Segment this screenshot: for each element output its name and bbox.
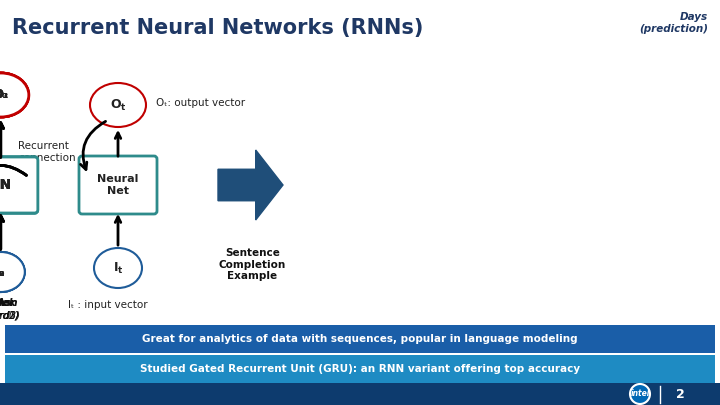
FancyBboxPatch shape [0, 157, 38, 213]
FancyBboxPatch shape [79, 156, 157, 214]
Text: (word2): (word2) [0, 310, 19, 320]
Text: Sentence
Completion
Example: Sentence Completion Example [219, 248, 286, 281]
Text: Great for analytics of data with sequences, popular in language modeling: Great for analytics of data with sequenc… [142, 334, 578, 344]
Ellipse shape [94, 248, 142, 288]
FancyBboxPatch shape [0, 383, 720, 405]
Text: NN: NN [0, 178, 12, 192]
Ellipse shape [0, 252, 24, 292]
Text: O₁: O₁ [0, 89, 8, 102]
Text: Recurrent
connection: Recurrent connection [18, 141, 76, 163]
Ellipse shape [0, 73, 29, 117]
FancyArrowPatch shape [0, 165, 27, 175]
Text: Iₜ : input vector: Iₜ : input vector [68, 300, 148, 310]
Text: $\mathbf{I_t}$: $\mathbf{I_t}$ [112, 260, 123, 275]
FancyArrow shape [218, 150, 283, 220]
Text: intel: intel [630, 390, 649, 399]
FancyArrowPatch shape [0, 165, 27, 175]
Text: NN: NN [0, 178, 12, 192]
Ellipse shape [0, 73, 29, 117]
Text: NN: NN [0, 178, 12, 192]
Text: I₁: I₁ [0, 266, 5, 279]
Text: Neural
Net: Neural Net [97, 174, 139, 196]
Text: O₃: O₃ [0, 89, 9, 102]
Text: Recurrent Neural Networks (RNNs): Recurrent Neural Networks (RNNs) [12, 18, 423, 38]
Text: $\mathbf{O_t}$: $\mathbf{O_t}$ [109, 98, 127, 113]
Text: Oₜ: output vector: Oₜ: output vector [156, 98, 245, 108]
Text: NN: NN [0, 178, 12, 192]
Text: O₂: O₂ [0, 89, 8, 102]
Ellipse shape [0, 73, 29, 117]
Ellipse shape [0, 73, 29, 117]
FancyArrowPatch shape [0, 165, 26, 175]
Text: (word3): (word3) [0, 310, 20, 320]
Text: Studied Gated Recurrent Unit (GRU): an RNN variant offering top accuracy: Studied Gated Recurrent Unit (GRU): an R… [140, 364, 580, 374]
FancyBboxPatch shape [0, 157, 37, 213]
Text: Seven: Seven [0, 298, 19, 308]
Ellipse shape [0, 252, 24, 292]
Text: I₂: I₂ [0, 266, 6, 279]
Text: (word0): (word0) [0, 310, 19, 320]
Circle shape [630, 384, 650, 404]
Ellipse shape [0, 252, 24, 292]
Ellipse shape [90, 83, 146, 127]
Ellipse shape [0, 252, 24, 292]
Text: O₀: O₀ [0, 89, 8, 102]
FancyBboxPatch shape [0, 157, 37, 213]
Text: 2: 2 [675, 388, 685, 401]
Text: Week: Week [0, 298, 17, 308]
Text: I₃: I₃ [0, 266, 6, 279]
FancyBboxPatch shape [0, 157, 37, 213]
Text: Days
(prediction): Days (prediction) [639, 12, 708, 34]
Text: I₀: I₀ [0, 266, 5, 279]
FancyBboxPatch shape [5, 325, 715, 353]
Text: A: A [0, 298, 4, 308]
FancyBboxPatch shape [5, 355, 715, 383]
Text: Has: Has [0, 298, 12, 308]
Text: (word1): (word1) [0, 310, 19, 320]
FancyArrowPatch shape [81, 122, 106, 169]
